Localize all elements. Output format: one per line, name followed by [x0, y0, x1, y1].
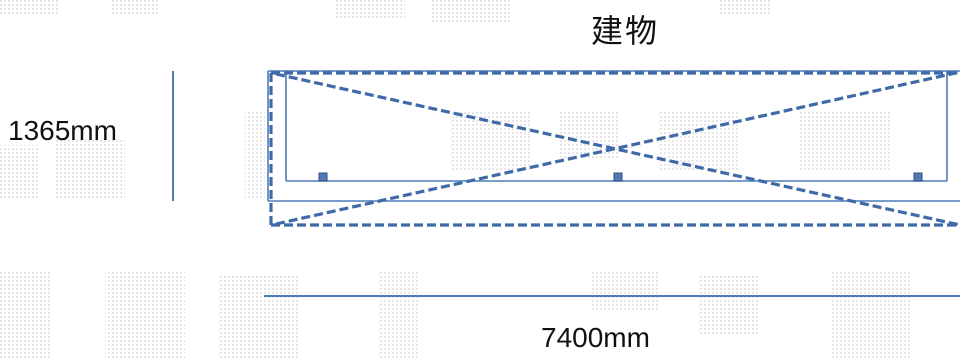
- support-marker-left: [318, 172, 328, 182]
- building-title: 建物: [591, 12, 660, 50]
- support-markers: [318, 172, 923, 182]
- support-marker-center: [613, 172, 623, 182]
- dashed-bounding-box: [269, 70, 960, 227]
- watermark-pattern: [0, 0, 910, 358]
- height-dimension-label: 1365mm: [8, 115, 117, 146]
- support-marker-right: [913, 172, 923, 182]
- width-dimension-label: 7400mm: [541, 322, 650, 353]
